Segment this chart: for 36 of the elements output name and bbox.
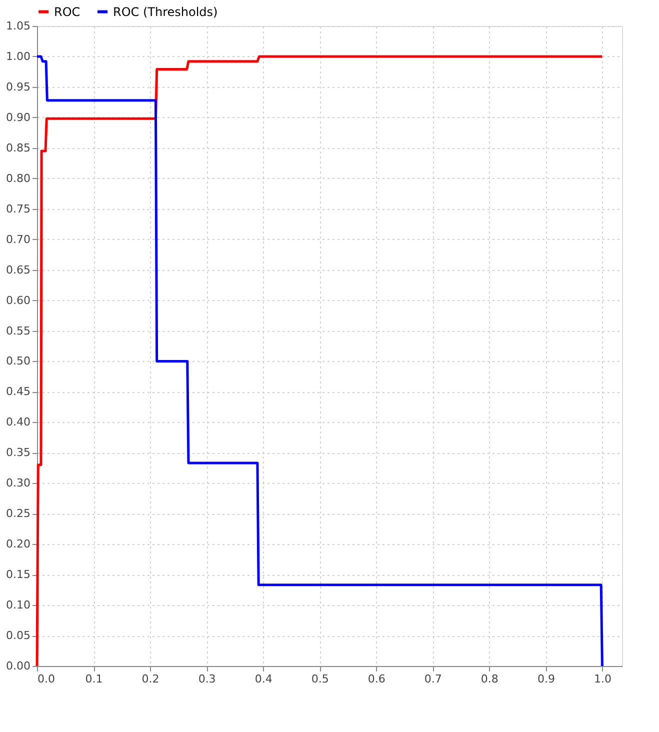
legend-label: ROC (Thresholds)	[113, 4, 218, 19]
y-tick-label: 0.20	[6, 538, 30, 551]
x-tick-label: 0.5	[311, 672, 329, 686]
y-tick-label: 0.90	[6, 110, 30, 124]
y-tick-label: 0.30	[6, 476, 30, 490]
y-tick-label: 1.00	[6, 50, 30, 63]
x-tick-label: 0.9	[537, 672, 555, 686]
y-tick-label: 0.00	[6, 660, 30, 672]
x-tick-label: 0.7	[424, 672, 442, 686]
y-tick-label: 0.70	[6, 232, 30, 246]
y-tick-label: 0.60	[6, 294, 30, 307]
y-tick-label: 0.40	[6, 416, 30, 429]
x-tick-label: 0.1	[85, 672, 103, 686]
y-tick-label: 0.95	[6, 80, 30, 94]
y-tick-label: 0.45	[6, 385, 30, 398]
y-tick-label: 0.15	[6, 568, 30, 582]
y-tick-label: 1.05	[6, 20, 30, 32]
x-tick-label: 1.0	[594, 672, 612, 686]
y-tick-label: 0.50	[6, 354, 30, 368]
y-tick-label: 0.65	[6, 263, 30, 276]
y-tick-label: 0.25	[6, 507, 30, 520]
x-tick-label: 0.2	[142, 672, 160, 686]
x-tick-label: 0.0	[38, 672, 55, 686]
x-tick-label: 0.4	[254, 672, 272, 686]
line-series	[36, 55, 604, 668]
x-tick-label: 0.8	[480, 672, 498, 686]
y-tick-label: 0.80	[6, 172, 30, 185]
y-tick-label: 0.55	[6, 324, 30, 338]
y-tick-label: 0.35	[6, 446, 30, 460]
x-tick-label: 0.3	[198, 672, 216, 686]
legend-label: ROC	[54, 4, 80, 19]
x-tick-label: 0.6	[368, 672, 386, 686]
y-tick-label: 0.75	[6, 202, 30, 216]
y-tick-label: 0.05	[6, 629, 30, 642]
y-tick-label: 0.10	[6, 598, 30, 612]
y-tick-label: 0.85	[6, 141, 30, 154]
